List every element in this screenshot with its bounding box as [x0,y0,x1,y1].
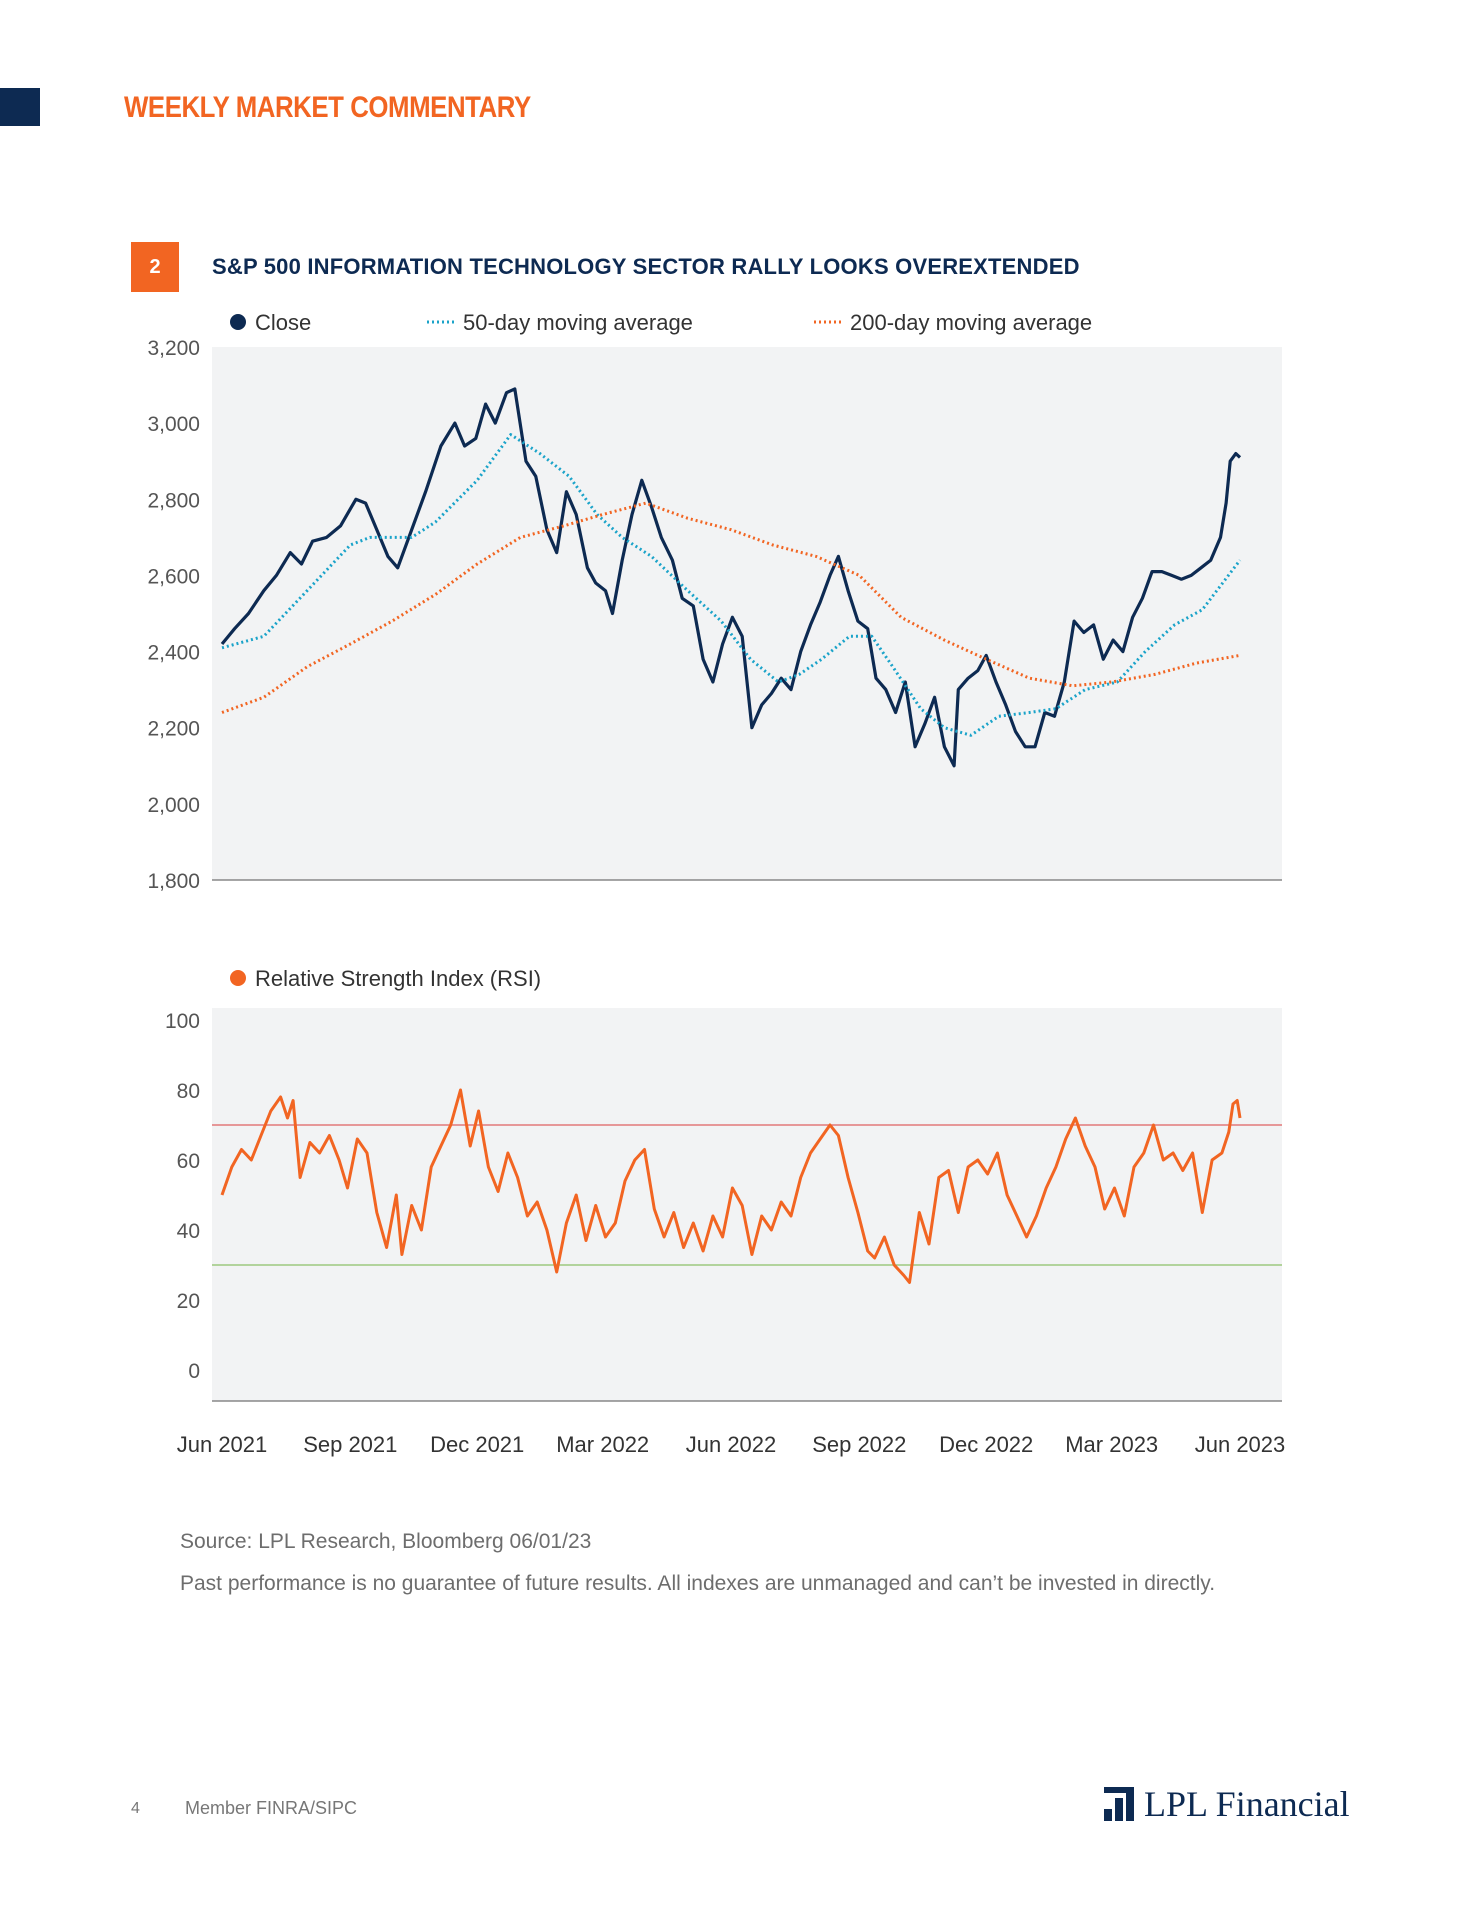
rsi-legend: Relative Strength Index (RSI) [230,966,541,991]
rsi-y-tick-label: 0 [188,1360,200,1383]
x-tick-label: Jun 2022 [686,1432,777,1457]
price-y-tick-label: 1,800 [147,870,200,893]
x-tick-label: Jun 2023 [1195,1432,1286,1457]
header-accent-block [0,88,40,126]
series-line-50-day-moving-average [221,433,1242,737]
lpl-logo-text: LPL Financial [1144,1784,1350,1824]
lpl-logo-mark-icon [1104,1787,1134,1821]
x-axis: Jun 2021 Sep 2021 Dec 2021 Mar 2022 Jun 2022… [177,1432,1286,1457]
x-tick-label: Dec 2022 [939,1432,1033,1457]
price-panel-background [212,347,1282,880]
price-y-axis: 1,800 2,000 2,200 2,400 2,600 2,800 3,000 3,200 [147,337,200,893]
price-y-tick-label: 2,200 [147,718,200,741]
price-y-tick-label: 2,600 [147,565,200,588]
source-note: Source: LPL Research, Bloomberg 06/01/23 [180,1530,592,1553]
x-tick-label: Dec 2021 [430,1432,524,1457]
legend-200day-label: 200-day moving average [850,310,1092,335]
price-y-tick-label: 2,400 [147,642,200,665]
series-line-close [220,387,1242,768]
series-line-rsi [220,1088,1242,1284]
figure-title: S&P 500 INFORMATION TECHNOLOGY SECTOR RA… [212,254,1080,279]
price-legend: Close 50-day moving average 200-day movi… [230,310,1092,335]
x-tick-label: Mar 2023 [1065,1432,1158,1457]
report-title: WEEKLY MARKET COMMENTARY [124,91,531,124]
price-series-group [220,387,1242,768]
figure-number-badge: 2 [131,242,179,292]
legend-rsi-marker [230,970,246,986]
legend-rsi-label: Relative Strength Index (RSI) [255,966,541,991]
disclaimer-note: Past performance is no guarantee of futu… [180,1572,1216,1595]
rsi-y-tick-label: 20 [177,1290,200,1313]
legend-50day-label: 50-day moving average [463,310,693,335]
rsi-y-axis: 0 20 40 60 80 100 [165,1010,200,1383]
legend-close-label: Close [255,310,311,335]
page-number: 4 [131,1800,140,1817]
rsi-y-tick-label: 60 [177,1150,200,1173]
price-y-tick-label: 2,800 [147,489,200,512]
price-y-tick-label: 3,000 [147,413,200,436]
series-line-200-day-moving-average [221,501,1241,714]
rsi-y-tick-label: 100 [165,1010,200,1033]
legend-close-marker [230,314,246,330]
member-finra-text: Member FINRA/SIPC [185,1798,358,1818]
price-y-tick-label: 2,000 [147,794,200,817]
chart-canvas: 1,800 2,000 2,200 2,400 2,600 2,800 3,000 3,200… [147,310,1286,1457]
price-y-tick-label: 3,200 [147,337,200,360]
rsi-y-tick-label: 40 [177,1220,200,1243]
x-tick-label: Mar 2022 [556,1432,649,1457]
x-tick-label: Sep 2021 [303,1432,397,1457]
x-tick-label: Sep 2022 [812,1432,906,1457]
x-tick-label: Jun 2021 [177,1432,268,1457]
rsi-series-group [220,1088,1242,1284]
rsi-y-tick-label: 80 [177,1080,200,1103]
